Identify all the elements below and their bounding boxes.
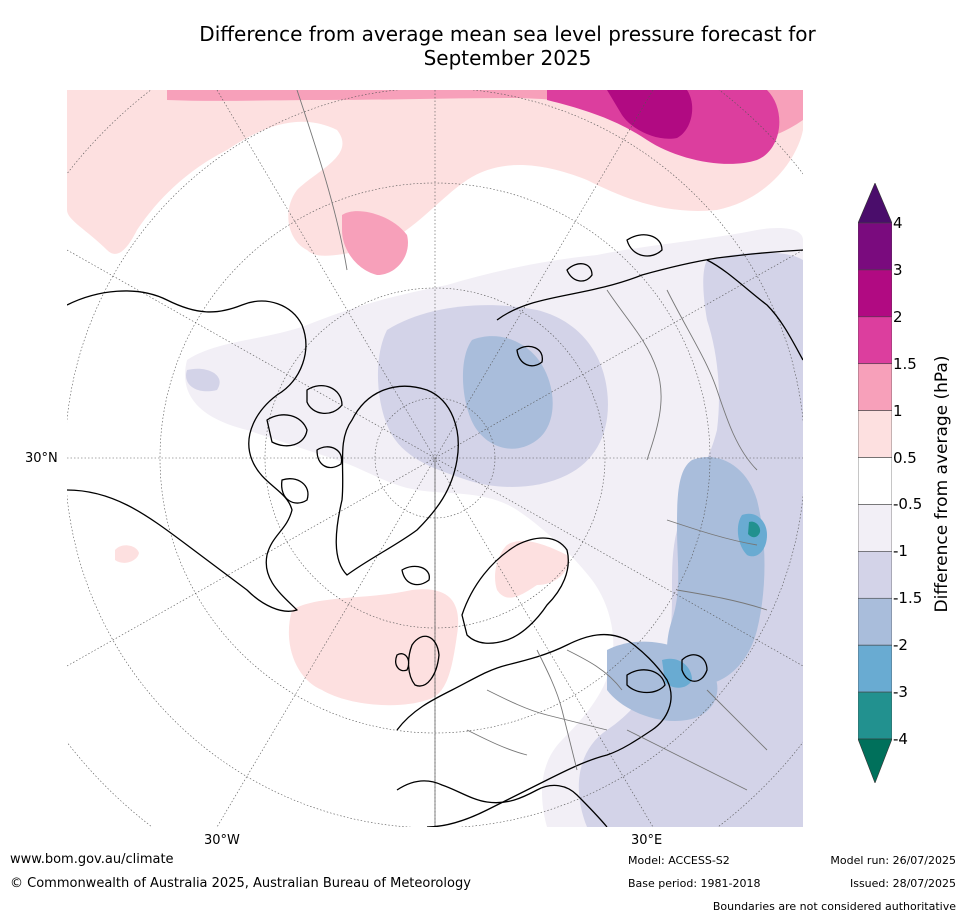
siberia-coast	[496, 249, 803, 321]
title-line-2: September 2025	[423, 46, 592, 70]
colorbar-tick-label: -0.5	[893, 495, 923, 514]
colorbar-tick-label: 1.5	[893, 354, 917, 373]
model-label: Model: ACCESS-S2	[628, 854, 730, 867]
anomaly-2-3-north	[607, 90, 693, 139]
anomaly-1-1p5-greenland-west	[342, 211, 408, 275]
colorbar-tick-label: 3	[893, 260, 903, 279]
europe-coast	[396, 633, 672, 827]
title-line-1: Difference from average mean sea level p…	[199, 22, 816, 46]
scandinavia	[461, 537, 569, 644]
asia-coast-east	[706, 259, 803, 361]
colorbar-band	[858, 644, 892, 693]
greenland-coast	[335, 385, 459, 576]
latitude-label-30n: 30°N	[25, 451, 58, 466]
anomaly-neg1p5-neg2-south	[607, 641, 718, 721]
anomaly-neg1p5-neg2-arctic	[462, 336, 553, 449]
british-isles	[395, 635, 440, 687]
boundaries-note: Boundaries are not considered authoritat…	[712, 900, 956, 913]
colorbar-tick-label: -2	[893, 636, 908, 655]
anomaly-0p5-1-pacific-small	[115, 545, 139, 563]
negative-anomaly-regions	[185, 228, 803, 827]
colorbar-band	[858, 597, 892, 646]
mediterranean-coast	[396, 780, 608, 827]
coastlines	[67, 234, 803, 827]
issued-label: Issued: 28/07/2025	[849, 877, 956, 890]
anomaly-neg2-neg3-south	[662, 658, 692, 688]
colorbar-band	[858, 410, 892, 458]
colorbar-band	[858, 504, 892, 552]
colorbar-title: Difference from average (hPa)	[932, 355, 952, 613]
positive-anomaly-regions	[67, 90, 803, 706]
colorbar-tick-label: -1	[893, 542, 908, 561]
colorbar-tick-label: -3	[893, 683, 908, 702]
anomaly-neg1p5-neg2-east	[667, 456, 765, 686]
colorbar-tick-label: 2	[893, 307, 903, 326]
country-boundaries	[296, 90, 768, 791]
colorbar-band	[858, 269, 892, 318]
anomaly-0p5-1-atlantic	[288, 589, 459, 706]
colorbar-tick-label: 0.5	[893, 448, 917, 467]
colorbar-band	[858, 691, 892, 740]
anomaly-0p5-1-north-band	[67, 90, 803, 256]
chart-title: Difference from average mean sea level p…	[0, 22, 965, 70]
colorbar-tick-label: -4	[893, 730, 908, 748]
iceland	[401, 565, 430, 586]
base-period-label: Base period: 1981-2018	[628, 877, 761, 890]
colorbar-band	[858, 363, 892, 411]
caspian-black-sea	[626, 654, 708, 694]
anomaly-neg3-neg4-east	[748, 521, 761, 538]
colorbar-bands	[858, 183, 892, 783]
colorbar-extend-bottom	[858, 738, 892, 783]
anomaly-0p5-1-baltic	[495, 540, 568, 598]
website-link[interactable]: www.bom.gov.au/climate	[10, 852, 174, 867]
colorbar-band	[858, 316, 892, 365]
longitude-label-30e: 30°E	[631, 833, 663, 848]
canadian-archipelago	[266, 385, 343, 504]
arctic-islands	[516, 234, 663, 367]
colorbar-extend-top	[858, 183, 892, 224]
colorbar-tick-label: 1	[893, 401, 903, 420]
colorbar-tick-label: 4	[893, 214, 903, 232]
copyright-text: © Commonwealth of Australia 2025, Austra…	[10, 876, 471, 891]
model-run-label: Model run: 26/07/2025	[830, 854, 956, 867]
colorbar-tick-label: -1.5	[893, 589, 923, 608]
colorbar-band	[858, 457, 892, 505]
anomaly-neg1-neg1p5-alaska	[186, 368, 220, 392]
colorbar	[858, 183, 892, 783]
longitude-label-30w: 30°W	[204, 833, 240, 848]
colorbar-band	[858, 222, 892, 271]
pressure-anomaly-map	[67, 90, 803, 827]
colorbar-band	[858, 551, 892, 599]
